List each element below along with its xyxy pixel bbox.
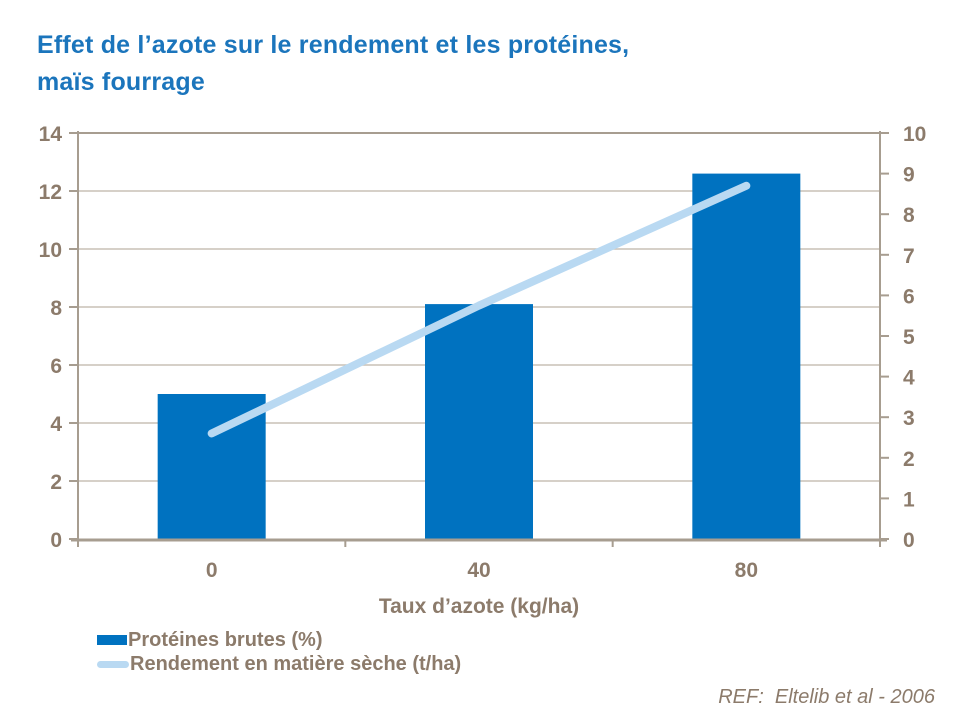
- legend: Protéines brutes (%) Rendement en matièr…: [97, 629, 461, 675]
- x-category-label: 80: [735, 559, 758, 582]
- y-left-tick-label: 12: [39, 181, 62, 204]
- y-right-tick-label: 10: [903, 123, 926, 146]
- legend-label-rendement: Rendement en matière sèche (t/ha): [130, 652, 462, 675]
- y-right-tick-label: 1: [903, 488, 915, 511]
- y-right-tick-label: 9: [903, 164, 915, 187]
- x-category-label: 40: [467, 559, 490, 582]
- y-left-tick-label: 14: [39, 123, 63, 146]
- legend-item-rendement: Rendement en matière sèche (t/ha): [97, 653, 461, 675]
- y-right-tick-label: 0: [903, 529, 915, 552]
- y-left-tick-label: 0: [50, 529, 62, 552]
- chart-title: Effet de l’azote sur le rendement et les…: [37, 31, 630, 96]
- y-left-tick-label: 6: [50, 355, 62, 378]
- x-category-label: 0: [206, 559, 218, 582]
- bar-80: [692, 173, 801, 539]
- y-right-tick-label: 2: [903, 448, 915, 471]
- y-right-tick-label: 8: [903, 204, 915, 227]
- y-right-tick-label: 5: [903, 326, 915, 349]
- line-swatch-icon: [97, 660, 129, 668]
- y-left-tick-label: 8: [50, 297, 62, 320]
- bar-swatch-icon: [97, 635, 127, 645]
- y-left-tick-label: 2: [50, 471, 62, 494]
- x-axis-title: Taux d’azote (kg/ha): [379, 595, 579, 618]
- y-right-tick-label: 4: [903, 367, 915, 390]
- reference-citation: REF: Eltelib et al - 2006: [718, 686, 935, 708]
- legend-item-proteines: Protéines brutes (%): [97, 629, 461, 651]
- y-right-tick-label: 6: [903, 285, 915, 308]
- y-left-tick-label: 10: [39, 239, 62, 262]
- y-right-tick-label: 3: [903, 407, 915, 430]
- y-left-tick-label: 4: [50, 413, 62, 436]
- y-right-tick-label: 7: [903, 245, 915, 268]
- legend-label-proteines: Protéines brutes (%): [128, 628, 323, 651]
- bar-40: [425, 304, 533, 539]
- line-series: [207, 181, 751, 438]
